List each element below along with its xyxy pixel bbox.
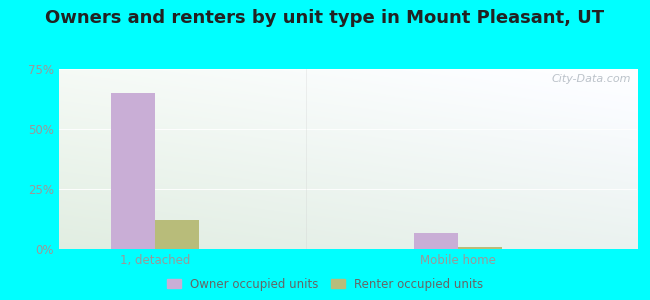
Text: Owners and renters by unit type in Mount Pleasant, UT: Owners and renters by unit type in Mount… xyxy=(46,9,605,27)
Bar xyxy=(458,247,502,249)
Legend: Owner occupied units, Renter occupied units: Owner occupied units, Renter occupied un… xyxy=(163,274,487,294)
Bar xyxy=(155,220,199,249)
Bar xyxy=(414,233,458,249)
Bar xyxy=(111,93,155,249)
Text: City-Data.com: City-Data.com xyxy=(552,74,631,84)
